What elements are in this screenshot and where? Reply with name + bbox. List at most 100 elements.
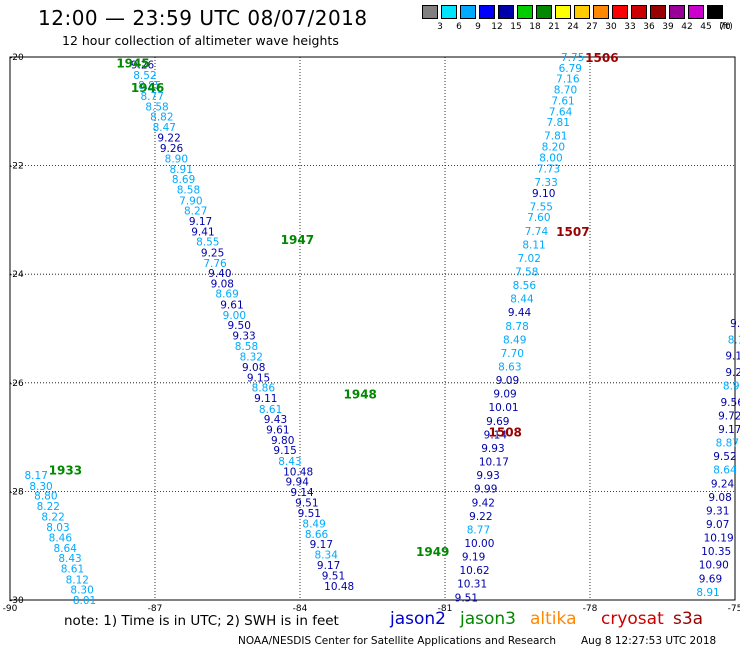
x-tick-label: -81 [438,604,453,614]
wave-height-label: 9.50 [228,320,251,332]
x-tick-label: -75 [728,604,740,614]
wave-height-label: 9.51 [455,592,478,604]
wave-height-label: 10.01 [489,402,519,414]
color-swatch [460,5,476,19]
wave-height-label: 9.44 [508,307,532,319]
y-tick-label: -30 [9,596,24,606]
color-scale-label: 12 [491,22,503,32]
wave-height-label: 9.31 [706,505,729,517]
pass-number-label: 1949 [416,545,449,559]
wave-height-label: 9.25 [201,247,224,259]
wave-height-label: 8.30 [70,585,93,597]
pass-number-label: 1506 [585,51,618,65]
wave-height-label: 8.22 [41,511,64,523]
wave-height-label: 8.27 [184,206,207,218]
wave-height-label: 8.03 [46,522,69,534]
wave-height-label: 10.19 [704,533,734,545]
wave-height-label: 9.33 [232,331,255,343]
color-swatch [555,5,571,19]
color-swatch [422,5,438,19]
wave-height-label: 7.90 [179,195,202,207]
wave-height-label: 9.72 [718,410,740,422]
wave-height-label: 7.60 [527,212,550,224]
pass-number-label: 1945 [116,56,149,70]
wave-height-label: 8.64 [54,543,78,555]
wave-height-label: 9.42 [472,497,495,509]
wave-height-label: 9.26 [160,143,184,155]
wave-height-label: 9.15 [273,445,296,457]
generated-timestamp: Aug 8 12:27:53 UTC 2018 [581,635,717,647]
color-scale-label: 24 [567,22,579,32]
wave-height-label: 9.0 [730,318,740,330]
wave-height-label: 7.73 [537,163,560,175]
wave-height-label: 8.58 [235,341,258,353]
wave-height-label: 8.58 [177,184,200,196]
wave-height-label: 9.09 [493,389,516,401]
wave-height-label: 6.79 [559,63,582,75]
x-tick-label: -87 [148,604,163,614]
pass-number-label: 1947 [281,233,314,247]
wave-height-label: 9.51 [322,571,345,583]
color-scale-label: 15 [510,22,522,32]
wave-height-label: 9.2 [725,367,740,379]
wave-height-label: 7.33 [534,177,557,189]
wave-height-label: 9.15 [247,372,270,384]
pass-number-label: 1946 [131,81,164,95]
pass-number-label: 1948 [344,388,377,402]
wave-height-label: 9.22 [469,511,492,523]
wave-height-label: 8.20 [542,142,565,154]
color-swatch [479,5,495,19]
wave-height-label: 9.08 [708,492,731,504]
y-tick-label: -20 [9,53,24,63]
wave-height-label: 8.64 [713,465,737,477]
page-title: 12:00 — 23:59 UTC 08/07/2018 [38,6,368,30]
wave-height-label: 7.74 [525,226,549,238]
legend-item-altika: altika [530,609,577,629]
wave-height-label: 8.46 [49,533,73,545]
legend-item-jason3: jason3 [460,609,516,629]
wave-height-label: 9.1 [725,351,740,363]
wave-height-label: 8.63 [498,362,521,374]
wave-height-label: 9.11 [254,393,277,405]
wave-height-label: 9.17 [189,216,212,228]
wave-height-label: 8.12 [66,574,89,586]
wave-height-label: 9.94 [286,477,310,489]
wave-height-label: 9.51 [295,497,318,509]
wave-height-label: 8.66 [305,529,329,541]
color-swatch [650,5,666,19]
wave-height-label: 8.11 [522,239,545,251]
color-swatch [536,5,552,19]
x-tick-label: -90 [3,604,18,614]
wave-height-label: 8.77 [141,91,164,103]
wave-height-label: 7.64 [549,106,573,118]
wave-height-label: 9.61 [266,424,289,436]
color-swatch [612,5,628,19]
legend-item-cryosat: cryosat [601,609,664,629]
color-scale-label: 18 [529,22,541,32]
footnote: note: 1) Time is in UTC; 2) SWH is in fe… [64,613,339,629]
wave-height-label: 10.31 [457,579,487,591]
color-swatch [688,5,704,19]
wave-height-label: 8.61 [259,404,282,416]
wave-height-label: 8.90 [165,154,188,166]
wave-height-label: 8.52 [133,70,156,82]
wave-height-label: 9.93 [476,470,499,482]
plot-frame [9,56,736,601]
wave-height-label: 9.09 [496,375,519,387]
wave-height-label: 9.80 [271,435,294,447]
color-swatch [593,5,609,19]
wave-height-label: 9.00 [223,310,246,322]
color-scale-label: 21 [548,22,560,32]
y-tick-label: -28 [9,487,24,497]
wave-height-label: 8.47 [153,122,176,134]
wave-height-label: 7.16 [556,74,580,86]
x-tick-label: -84 [293,604,308,614]
wave-height-label: 8.49 [302,518,325,530]
wave-height-label: 9.41 [191,226,214,238]
wave-height-label: 9.69 [486,416,509,428]
wave-height-label: 9.52 [713,451,736,463]
color-swatch [441,5,457,19]
wave-height-label: 8.58 [145,101,168,113]
wave-height-label: 9.17 [310,539,333,551]
